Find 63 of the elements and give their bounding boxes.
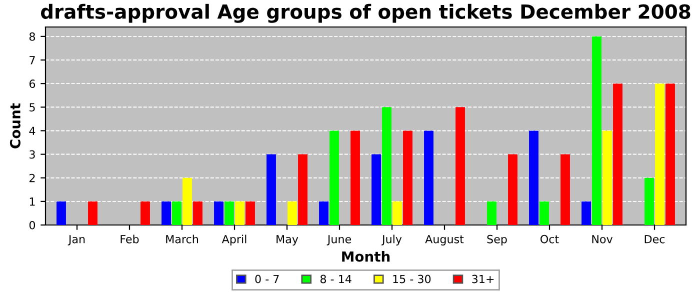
x-tick-label: August xyxy=(425,235,464,246)
bar xyxy=(56,201,66,225)
x-tick-label: Jan xyxy=(68,235,85,246)
x-tick-label: Sep xyxy=(487,234,507,246)
bar xyxy=(319,201,328,225)
legend-label: 15 - 30 xyxy=(393,274,431,284)
y-tick-label: 7 xyxy=(30,56,35,64)
bar xyxy=(330,130,339,225)
bar xyxy=(235,201,244,225)
bar xyxy=(529,130,538,225)
bar xyxy=(655,84,664,225)
bar xyxy=(403,130,412,225)
bar xyxy=(487,201,496,225)
bar xyxy=(644,178,654,225)
y-axis-title: Count xyxy=(10,103,20,148)
bar xyxy=(88,201,98,225)
bar xyxy=(288,201,297,225)
bar xyxy=(298,154,308,225)
y-tick-label: 1 xyxy=(30,198,35,206)
y-tick-label: 2 xyxy=(30,174,35,182)
bar xyxy=(582,201,591,225)
legend-label: 0 - 7 xyxy=(255,274,279,284)
x-tick-label: May xyxy=(276,235,298,246)
bar xyxy=(214,201,224,225)
chart-title: drafts-approval Age groups of open tickets December 2008 xyxy=(40,4,690,23)
y-tick-label: 4 xyxy=(29,126,36,135)
x-tick-label: Oct xyxy=(540,234,559,244)
bar xyxy=(224,201,234,225)
x-tick-label: Dec xyxy=(644,235,665,244)
y-tick-label: 3 xyxy=(30,150,35,159)
x-tick-label: June xyxy=(326,235,352,246)
bar xyxy=(560,154,570,225)
y-tick-label: 0 xyxy=(29,220,36,230)
bar xyxy=(613,84,622,225)
bar xyxy=(666,84,675,225)
bar xyxy=(172,201,182,225)
legend-label: 8 - 14 xyxy=(320,274,352,284)
y-tick-label: 5 xyxy=(30,103,35,112)
bar xyxy=(602,130,612,225)
x-tick-label: April xyxy=(222,234,246,246)
bar xyxy=(592,36,602,225)
bar xyxy=(140,201,150,225)
bar xyxy=(392,201,402,225)
bar xyxy=(540,201,549,225)
y-tick-label: 6 xyxy=(29,80,36,88)
bar xyxy=(182,178,192,225)
bar xyxy=(372,154,381,225)
legend-label: 31+ xyxy=(472,274,494,284)
y-tick-label: 8 xyxy=(29,32,36,41)
bar xyxy=(350,130,360,225)
bar xyxy=(162,201,171,225)
bar xyxy=(424,130,434,225)
bar xyxy=(508,154,518,225)
bar xyxy=(456,107,465,225)
x-axis-title: Month xyxy=(342,251,390,262)
x-tick-label: Nov xyxy=(592,235,613,244)
x-tick-label: Feb xyxy=(120,234,139,244)
bar xyxy=(246,201,255,225)
x-tick-label: July xyxy=(381,234,402,246)
bar xyxy=(266,154,276,225)
bar xyxy=(193,201,202,225)
bar xyxy=(382,107,392,225)
x-tick-label: March xyxy=(166,234,198,244)
